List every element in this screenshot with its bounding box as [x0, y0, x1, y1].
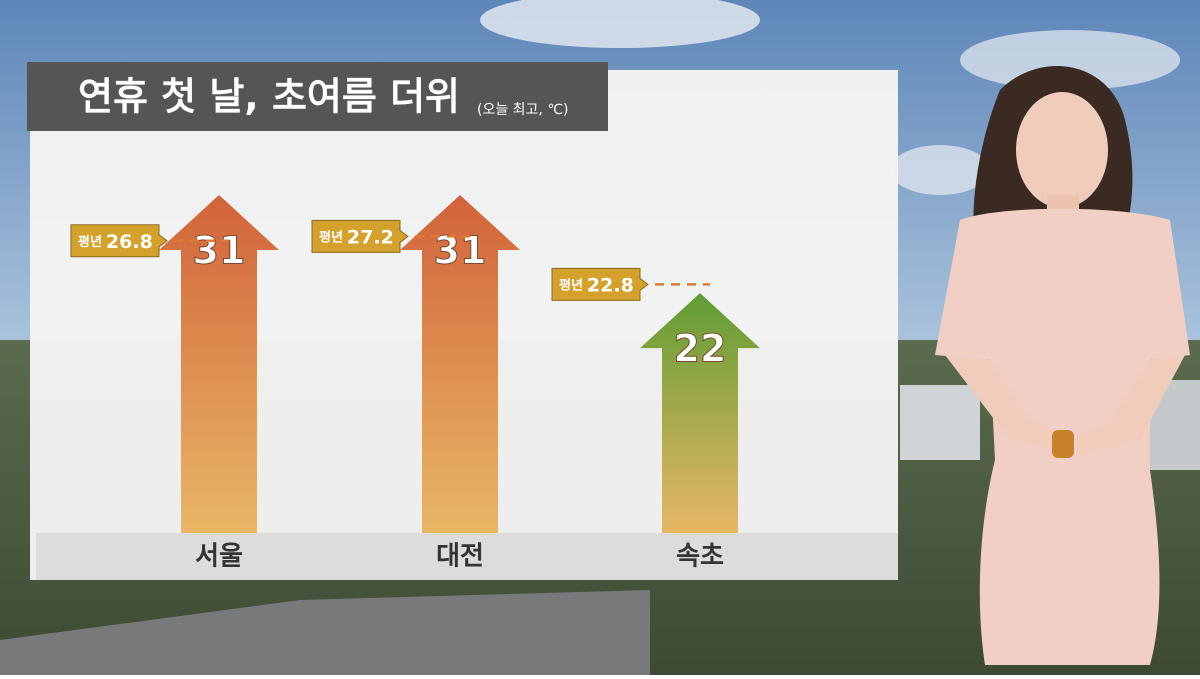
- value-label: 22: [674, 327, 727, 371]
- category-label: 대전: [436, 542, 484, 572]
- cloud: [960, 30, 1180, 90]
- bar-arrow: [159, 195, 279, 533]
- chart-title: 연휴 첫 날, 초여름 더위: [78, 75, 460, 119]
- cloud: [480, 0, 760, 48]
- normal-badge: [70, 224, 168, 258]
- normal-badge: [551, 267, 649, 301]
- category-label: 속초: [676, 542, 724, 572]
- title-bar: [27, 62, 608, 131]
- bar-arrow: [640, 293, 760, 533]
- normal-prefix: 평년: [319, 229, 343, 245]
- value-label: 31: [434, 229, 487, 273]
- normal-value: 22.8: [587, 274, 634, 296]
- cloud: [890, 145, 990, 195]
- normal-value: 26.8: [106, 230, 153, 252]
- value-label: 31: [193, 229, 246, 273]
- normal-badge: [311, 219, 409, 253]
- presenter: [935, 66, 1190, 665]
- normal-value: 27.2: [347, 226, 394, 248]
- category-strip: [36, 533, 898, 580]
- building: [900, 385, 980, 460]
- normal-label: 평년 22.8: [559, 274, 634, 296]
- chart-subtitle: (오늘 최고, ℃): [477, 102, 569, 118]
- road: [0, 590, 650, 675]
- normal-label: 평년 26.8: [78, 230, 153, 252]
- normal-label: 평년 27.2: [319, 226, 394, 248]
- normal-prefix: 평년: [559, 277, 583, 293]
- normal-prefix: 평년: [78, 233, 102, 249]
- category-label: 서울: [195, 542, 243, 572]
- bar-arrow: [400, 195, 520, 533]
